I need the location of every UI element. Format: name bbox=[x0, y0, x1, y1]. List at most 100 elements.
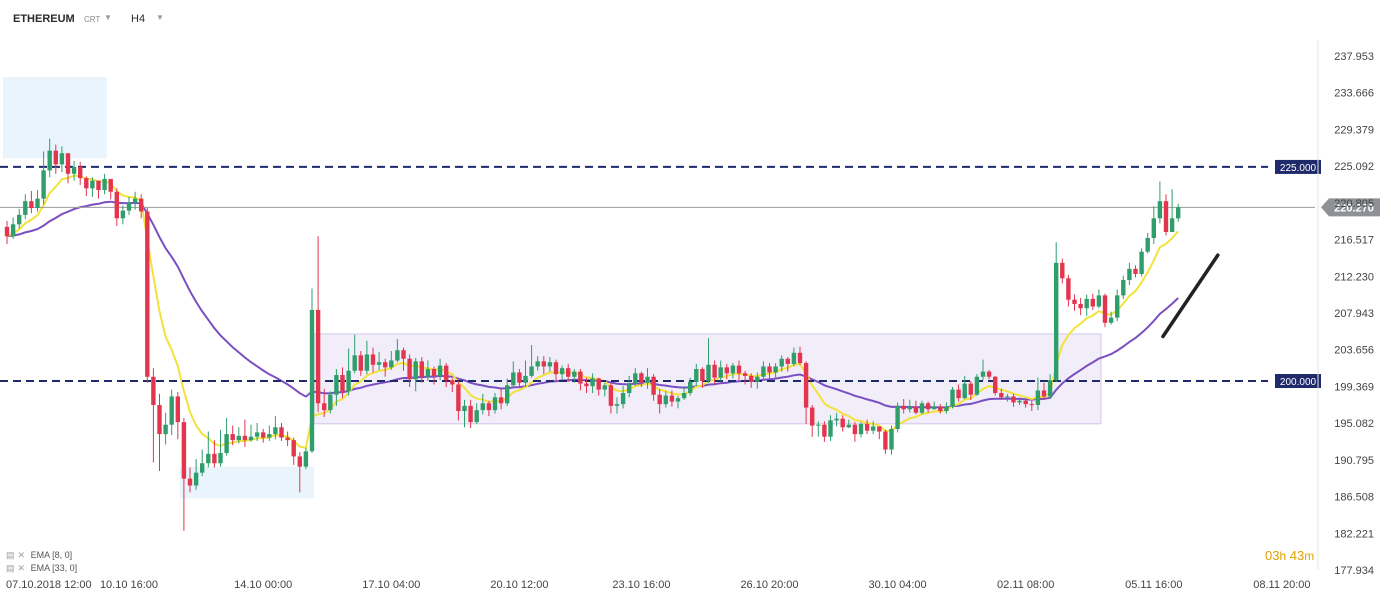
candle-body bbox=[596, 378, 601, 390]
candle bbox=[114, 188, 119, 227]
indicator-legend: ▤ ✕ EMA [8, 0] ▤ ✕ EMA [33, 0] bbox=[6, 549, 77, 575]
candle-body bbox=[41, 170, 46, 199]
candle bbox=[480, 393, 485, 415]
candle-body bbox=[1060, 262, 1065, 279]
candle bbox=[261, 428, 266, 443]
candle bbox=[346, 348, 351, 396]
settings-icon[interactable]: ▤ bbox=[6, 563, 15, 573]
candle-body bbox=[151, 376, 156, 406]
symbol-selector[interactable]: ETHEREUM bbox=[13, 13, 75, 25]
candle bbox=[944, 402, 949, 414]
candle-body bbox=[712, 364, 717, 378]
candle-body bbox=[724, 367, 729, 374]
candle-body bbox=[212, 453, 217, 464]
symbol-dropdown-chevron-down-icon[interactable]: ▼ bbox=[104, 13, 112, 22]
candle bbox=[1090, 293, 1095, 310]
legend-ema-slow-params: [33, 0] bbox=[52, 563, 78, 573]
candle bbox=[322, 388, 327, 417]
candle-body bbox=[1108, 317, 1114, 323]
candle bbox=[431, 366, 437, 385]
candle-body bbox=[53, 150, 58, 165]
x-tick-label: 02.11 08:00 bbox=[997, 579, 1054, 591]
candle bbox=[413, 357, 418, 392]
candle bbox=[175, 392, 180, 440]
candle bbox=[474, 403, 479, 424]
candle bbox=[541, 356, 546, 375]
close-icon[interactable]: ✕ bbox=[17, 563, 26, 573]
candle bbox=[1108, 311, 1114, 325]
candle-body bbox=[889, 428, 894, 450]
candle bbox=[65, 153, 71, 184]
candle bbox=[688, 377, 693, 396]
candle-body bbox=[797, 352, 803, 364]
legend-ema-slow[interactable]: ▤ ✕ EMA [33, 0] bbox=[6, 562, 77, 575]
y-tick-label: 190.795 bbox=[1334, 455, 1374, 467]
timeframe-selector[interactable]: H4 bbox=[131, 13, 146, 25]
candle-body bbox=[358, 355, 363, 371]
candle bbox=[297, 452, 302, 493]
candle bbox=[352, 334, 357, 374]
close-icon[interactable]: ✕ bbox=[17, 550, 26, 560]
candle-body bbox=[254, 432, 260, 437]
candle-body bbox=[1054, 262, 1059, 381]
candle bbox=[1151, 206, 1156, 245]
candle bbox=[84, 176, 89, 197]
candle bbox=[108, 178, 113, 200]
candle-body bbox=[1127, 268, 1132, 280]
candle bbox=[700, 367, 705, 388]
candle bbox=[749, 373, 754, 388]
candle-body bbox=[1151, 218, 1156, 239]
candle-body bbox=[90, 180, 95, 189]
countdown-minutes: 43 bbox=[1289, 548, 1305, 563]
supply-zone-box bbox=[3, 77, 107, 159]
candle-body bbox=[614, 404, 620, 406]
chart-toolbar: ETHEREUM CRT ▼ H4 ▼ bbox=[0, 0, 1391, 36]
candle bbox=[822, 421, 827, 442]
candle bbox=[90, 177, 95, 197]
candle bbox=[956, 384, 961, 402]
candle-body bbox=[627, 383, 632, 394]
candle-body bbox=[1041, 390, 1047, 397]
settings-icon[interactable]: ▤ bbox=[6, 550, 15, 560]
candle-body bbox=[456, 384, 461, 412]
candle bbox=[846, 419, 851, 429]
candle-body bbox=[1035, 390, 1041, 406]
y-tick-label: 237.953 bbox=[1334, 51, 1374, 63]
candle bbox=[572, 369, 577, 383]
candle bbox=[10, 217, 16, 239]
candle-body bbox=[193, 472, 199, 486]
candle bbox=[993, 375, 998, 396]
candle-body bbox=[895, 405, 900, 429]
candle-body bbox=[505, 385, 510, 404]
timeframe-chevron-down-icon[interactable]: ▼ bbox=[156, 13, 164, 22]
candle bbox=[1133, 265, 1138, 278]
candle bbox=[639, 371, 644, 388]
candle-body bbox=[236, 435, 241, 441]
candle-body bbox=[706, 364, 711, 382]
candle-body bbox=[974, 376, 980, 395]
candle bbox=[1041, 382, 1047, 400]
candle bbox=[29, 190, 34, 214]
candle bbox=[797, 346, 803, 365]
candle bbox=[932, 401, 937, 410]
candle bbox=[1127, 262, 1132, 286]
candle-body bbox=[803, 363, 809, 408]
x-tick-label: 17.10 04:00 bbox=[362, 579, 420, 591]
candle bbox=[206, 431, 211, 468]
candle bbox=[877, 426, 882, 440]
candle-body bbox=[572, 371, 577, 377]
candle bbox=[553, 359, 559, 382]
candle bbox=[645, 368, 650, 389]
candle bbox=[139, 194, 144, 219]
candle-body bbox=[1078, 303, 1083, 309]
candle-body bbox=[163, 424, 168, 435]
candle-body bbox=[584, 383, 589, 387]
legend-ema-fast[interactable]: ▤ ✕ EMA [8, 0] bbox=[6, 549, 77, 562]
candle-body bbox=[334, 375, 339, 395]
candle bbox=[401, 347, 406, 371]
candle-body bbox=[773, 366, 778, 373]
countdown-minutes-unit: m bbox=[1304, 549, 1315, 563]
candle bbox=[120, 205, 126, 225]
candle-body bbox=[993, 376, 998, 394]
